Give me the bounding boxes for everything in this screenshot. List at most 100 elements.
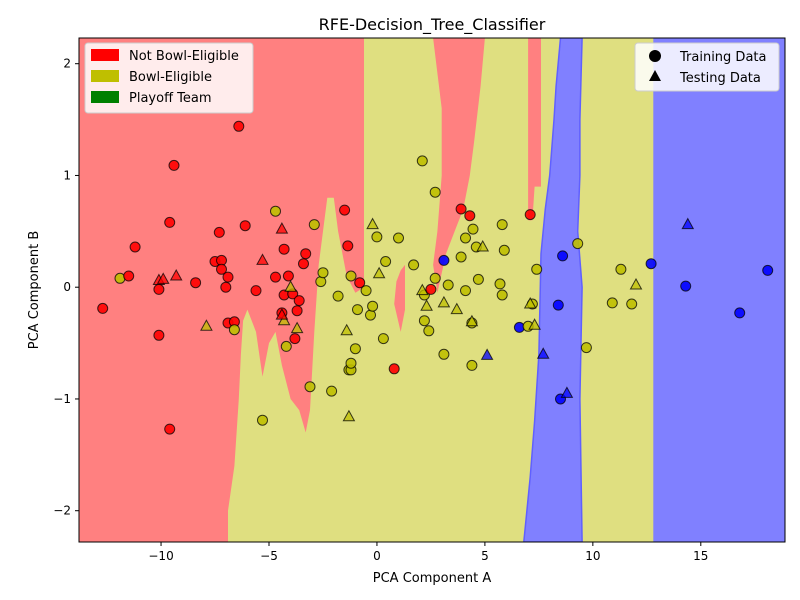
training-point [606, 297, 618, 309]
region-not-bowl-not-bowl-spike-1 [433, 38, 485, 293]
x-tick-label: 5 [481, 549, 489, 563]
training-point [762, 264, 774, 276]
marker-legend-box [634, 42, 780, 92]
training-point [460, 285, 471, 297]
training-point [494, 278, 506, 290]
region-playoff-band-2 [653, 38, 785, 542]
training-point [455, 203, 467, 215]
training-point [304, 381, 316, 393]
training-point [393, 232, 404, 244]
training-point [360, 285, 372, 297]
training-point [190, 277, 202, 289]
training-point [228, 324, 240, 336]
training-point [345, 357, 357, 369]
region-not-bowl-not-bowl-spike-2 [528, 38, 541, 221]
training-point [153, 329, 165, 341]
y-tick-label: −2 [53, 504, 71, 518]
training-point [250, 285, 262, 297]
training-point [354, 277, 366, 289]
y-tick-label: 2 [63, 57, 71, 71]
testing-point [450, 302, 464, 315]
training-point [291, 305, 303, 317]
testing-point [169, 268, 183, 281]
training-point [496, 289, 508, 301]
legend-swatch-bowl [91, 70, 119, 82]
testing-point [420, 299, 433, 311]
training-point [367, 300, 379, 312]
y-tick-label: 0 [63, 280, 71, 294]
chart-title: RFE-Decision_Tree_Classifier [319, 15, 546, 35]
x-tick-label: 0 [373, 549, 381, 563]
region-legend-box [84, 42, 254, 114]
training-point [455, 251, 467, 263]
training-point [467, 223, 479, 235]
training-point [472, 273, 484, 285]
training-point [278, 243, 290, 255]
training-point [168, 159, 180, 171]
testing-point [366, 217, 379, 230]
testing-point [681, 217, 695, 230]
training-point [572, 238, 584, 250]
data-points [97, 120, 774, 435]
legend-label-playoff: Playoff Team [129, 91, 212, 106]
x-tick-label: −5 [260, 549, 278, 563]
training-point [365, 309, 376, 321]
training-point [496, 219, 508, 231]
training-point [442, 279, 454, 291]
testing-point [284, 280, 297, 292]
training-point [498, 244, 510, 256]
training-point [220, 281, 232, 293]
training-point [239, 220, 251, 232]
y-tick-label: −1 [53, 392, 71, 406]
training-point [734, 307, 746, 319]
training-point [423, 325, 435, 337]
testing-point [560, 386, 574, 398]
region-not-bowl-not-bowl-island [394, 264, 405, 332]
training-point [97, 302, 109, 314]
training-point [645, 258, 657, 270]
testing-point [340, 323, 354, 336]
training-point [429, 272, 441, 284]
testing-point [372, 266, 386, 279]
training-point [466, 359, 478, 371]
testing-point [536, 347, 550, 359]
testing-point [342, 409, 356, 422]
training-point [298, 258, 309, 270]
training-point [416, 155, 428, 167]
x-tick-label: 10 [585, 549, 600, 563]
training-point [315, 276, 327, 288]
training-point [326, 385, 338, 397]
training-point [339, 204, 351, 216]
legend-label-not-bowl: Not Bowl-Eligible [129, 49, 239, 64]
testing-point [290, 321, 304, 334]
testing-point [415, 283, 429, 296]
testing-point [156, 272, 170, 284]
training-point [282, 270, 294, 282]
training-point [293, 295, 305, 307]
training-point [615, 263, 627, 275]
marker-legend: Training Data Testing Data [634, 42, 780, 92]
training-point [308, 219, 320, 231]
training-point [524, 209, 536, 221]
legend-label-testing: Testing Data [679, 71, 761, 86]
training-point [342, 240, 354, 252]
legend-label-bowl: Bowl-Eligible [129, 70, 212, 85]
testing-point [476, 239, 490, 252]
training-point [460, 232, 471, 244]
x-tick-label: −10 [148, 549, 173, 563]
region-legend: Not Bowl-Eligible Bowl-Eligible Playoff … [84, 42, 254, 114]
training-point [464, 210, 476, 222]
testing-point [256, 253, 269, 265]
y-axis: −2 −1 0 1 2 [53, 57, 79, 518]
training-point [425, 283, 437, 295]
training-point [270, 205, 281, 217]
x-axis-label: PCA Component A [373, 571, 492, 586]
training-point [123, 270, 135, 282]
training-point [438, 348, 450, 360]
training-point [216, 263, 227, 275]
testing-point [200, 319, 213, 331]
testing-point [275, 222, 289, 234]
training-point [349, 343, 361, 355]
testing-point [480, 348, 494, 360]
